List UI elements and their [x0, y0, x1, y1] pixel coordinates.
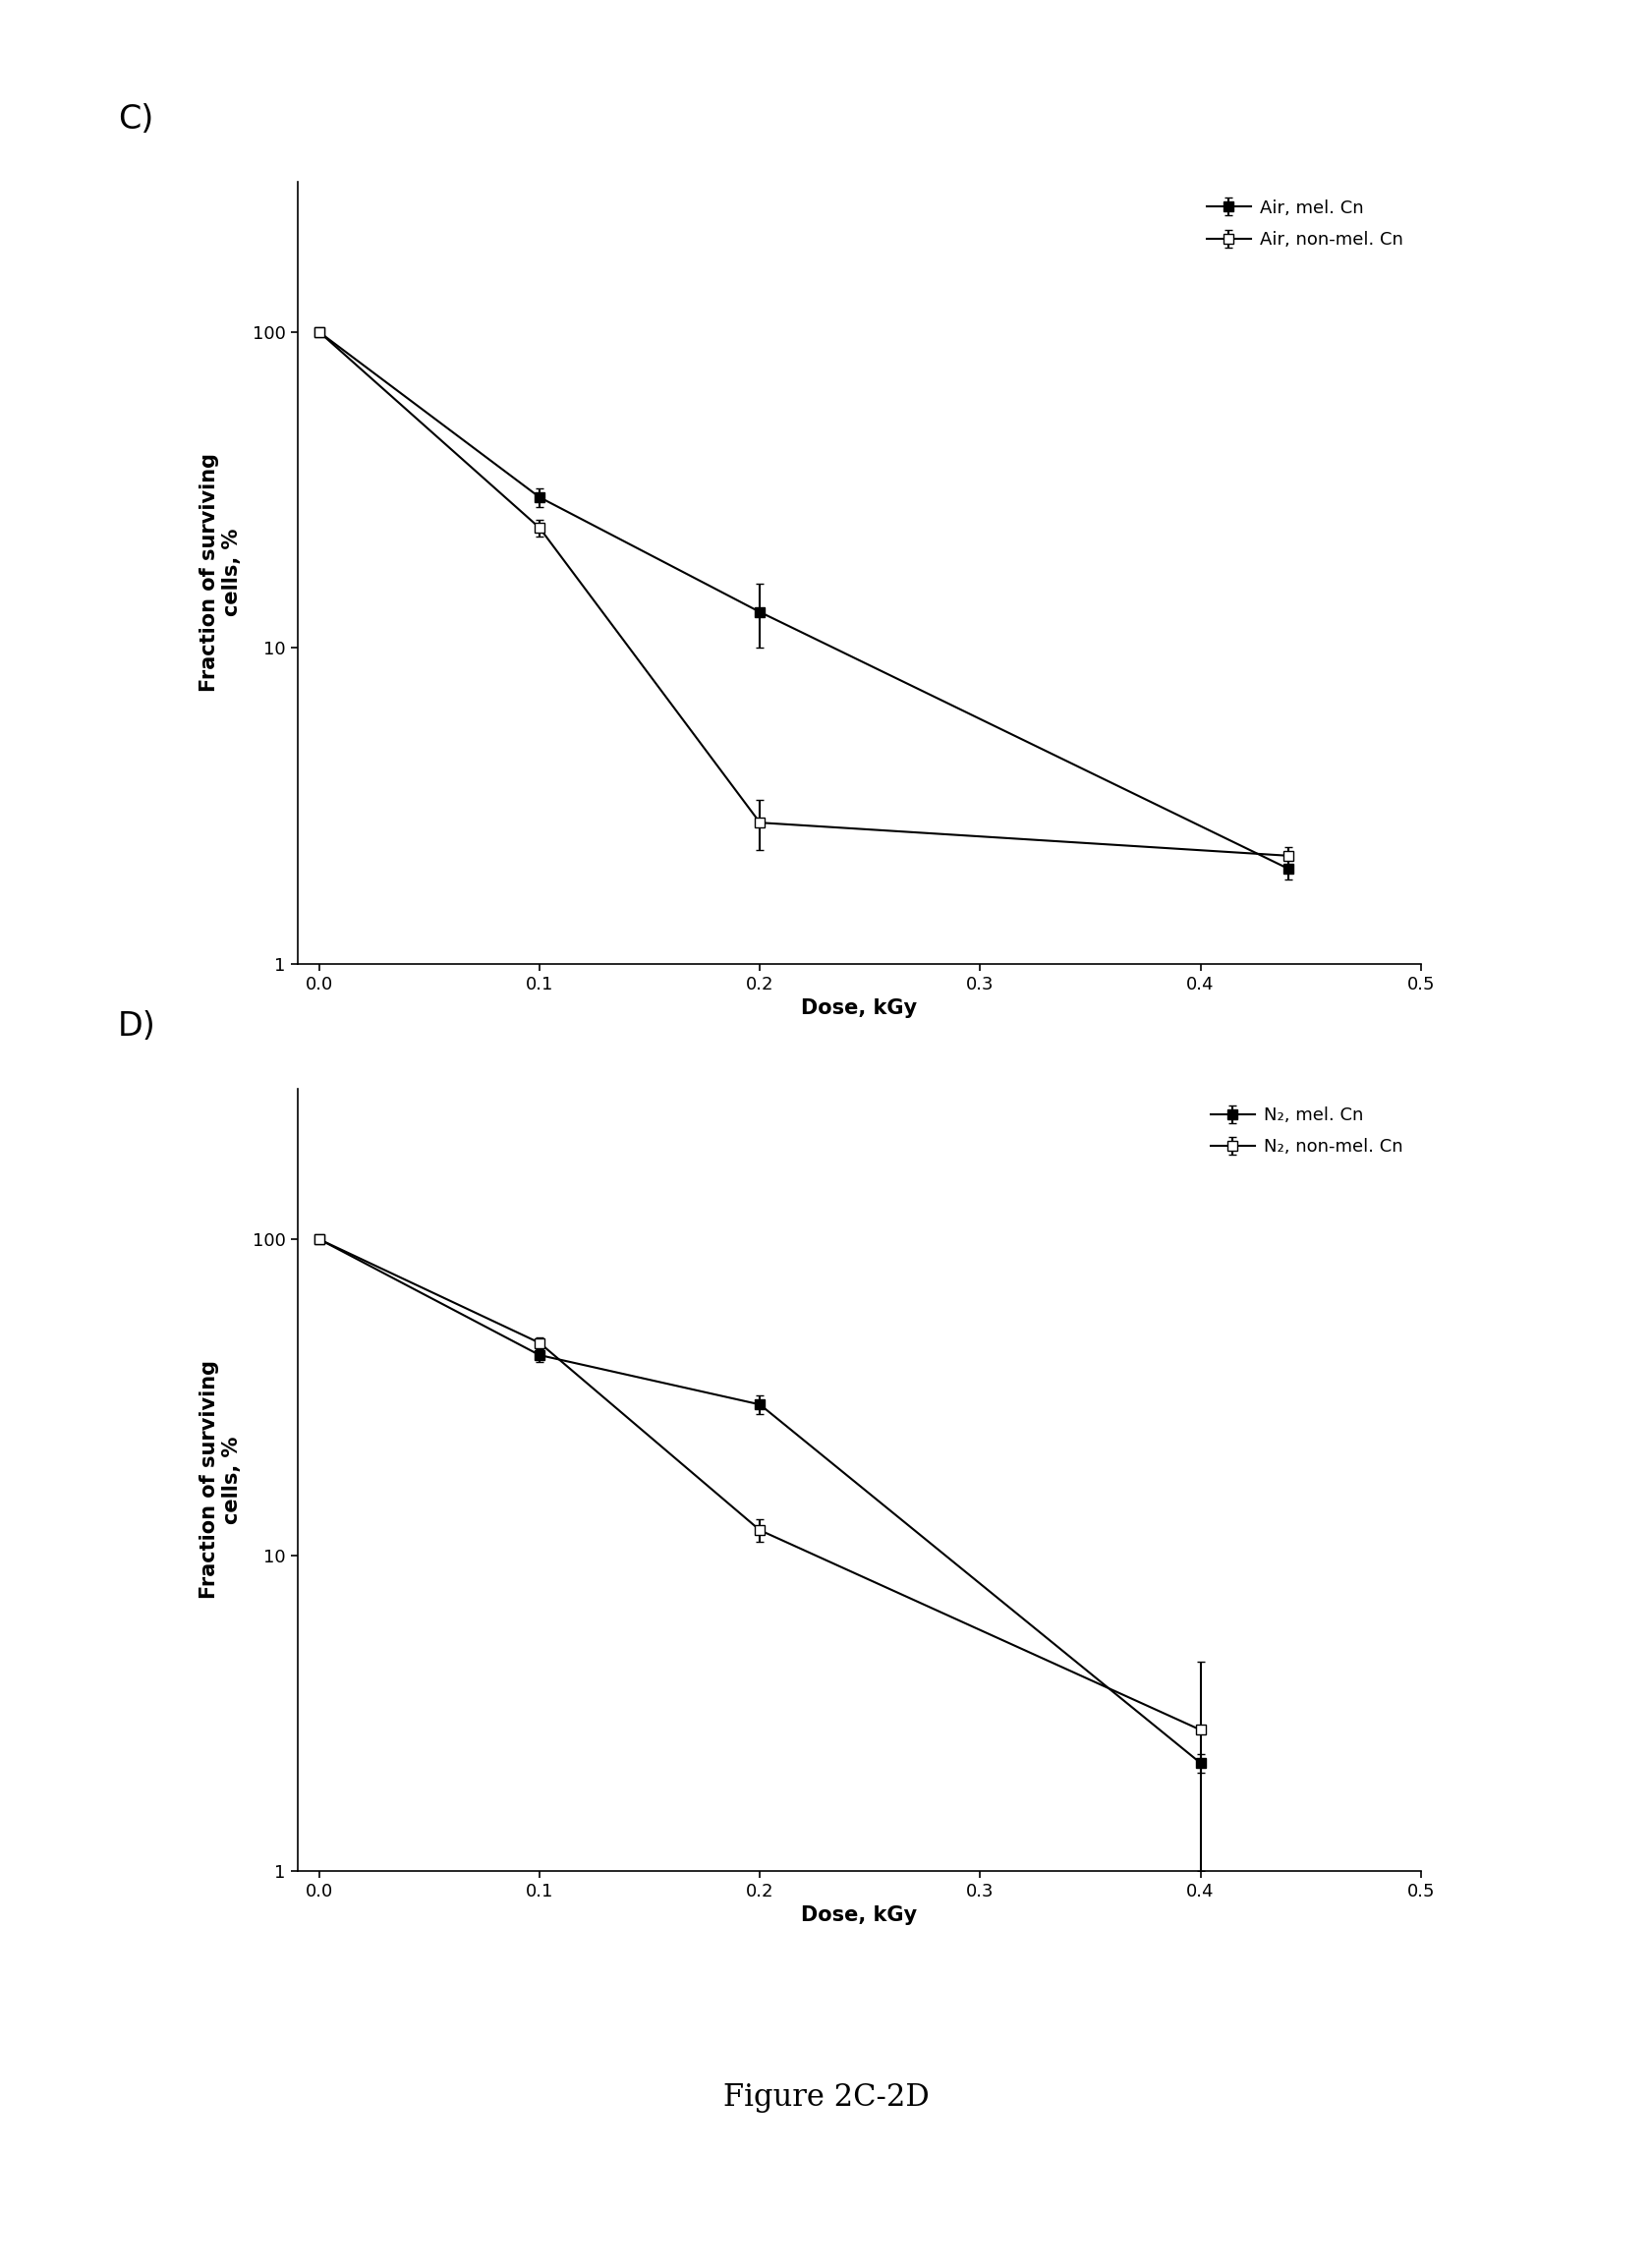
Y-axis label: Fraction of surviving
cells, %: Fraction of surviving cells, % — [200, 1361, 241, 1599]
X-axis label: Dose, kGy: Dose, kGy — [801, 998, 916, 1018]
X-axis label: Dose, kGy: Dose, kGy — [801, 1905, 916, 1926]
Text: Figure 2C-2D: Figure 2C-2D — [723, 2082, 928, 2114]
Text: C): C) — [117, 104, 154, 136]
Y-axis label: Fraction of surviving
cells, %: Fraction of surviving cells, % — [200, 454, 241, 692]
Legend: Air, mel. Cn, Air, non-mel. Cn: Air, mel. Cn, Air, non-mel. Cn — [1197, 191, 1412, 259]
Legend: N₂, mel. Cn, N₂, non-mel. Cn: N₂, mel. Cn, N₂, non-mel. Cn — [1200, 1098, 1412, 1166]
Text: D): D) — [117, 1012, 155, 1043]
